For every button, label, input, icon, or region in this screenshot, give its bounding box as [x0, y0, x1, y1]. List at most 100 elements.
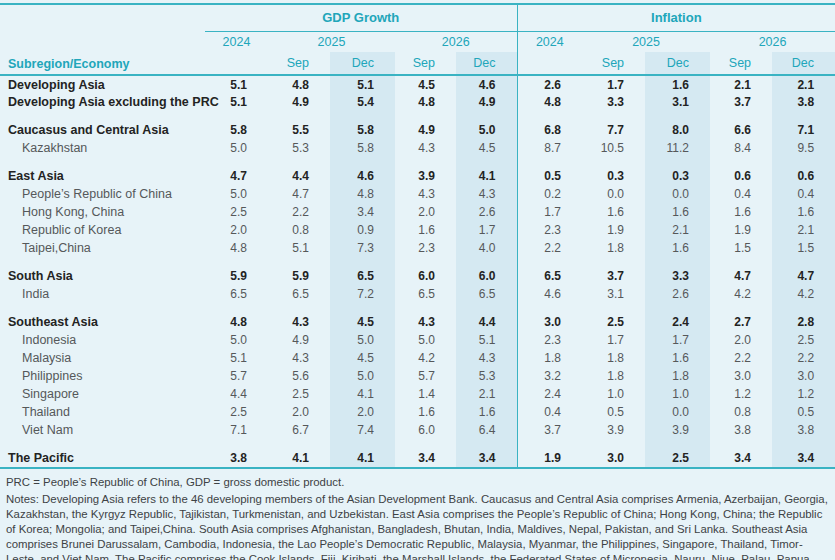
gap-cell — [710, 439, 772, 449]
value-cell: 2.3 — [395, 239, 456, 257]
value-cell: 0.9 — [330, 221, 395, 239]
gap-cell — [645, 257, 710, 267]
gap-cell — [517, 439, 582, 449]
value-cell: 3.8 — [205, 449, 268, 467]
gdp-growth-group-header: GDP Growth — [205, 5, 517, 31]
value-cell: 4.7 — [268, 185, 330, 203]
value-cell: 0.4 — [710, 185, 772, 203]
value-cell: 2.0 — [710, 331, 772, 349]
economy-label: East Asia — [0, 167, 205, 185]
gap-cell — [395, 257, 456, 267]
gdp-2025-dec-header: Dec — [330, 52, 395, 75]
economy-label: Malaysia — [0, 349, 205, 367]
value-cell: 1.7 — [582, 331, 645, 349]
value-cell: 2.1 — [710, 75, 772, 93]
table-row: Developing Asia5.14.85.14.54.62.61.71.62… — [0, 75, 835, 93]
gdp-inflation-forecast-table: GDP Growth Inflation 2024 2025 2026 2024… — [0, 5, 835, 467]
value-cell: 3.9 — [645, 421, 710, 439]
gap-cell — [205, 303, 268, 313]
value-cell: 4.2 — [710, 285, 772, 303]
section-gap-row — [0, 257, 835, 267]
value-cell: 2.7 — [710, 313, 772, 331]
value-cell: 2.5 — [268, 385, 330, 403]
value-cell: 6.5 — [330, 267, 395, 285]
economy-label: Caucasus and Central Asia — [0, 121, 205, 139]
value-cell: 5.7 — [395, 367, 456, 385]
inflation-2025-sep-header: Sep — [582, 52, 645, 75]
inflation-group-header: Inflation — [517, 5, 835, 31]
value-cell: 4.4 — [456, 313, 517, 331]
value-cell: 2.8 — [772, 313, 835, 331]
gap-cell — [645, 439, 710, 449]
value-cell: 4.1 — [330, 449, 395, 467]
month-header-row: Subregion/Economy Sep Dec Sep Dec Sep De… — [0, 52, 835, 75]
economy-label: Republic of Korea — [0, 221, 205, 239]
value-cell: 4.8 — [268, 75, 330, 93]
gap-cell — [330, 439, 395, 449]
value-cell: 4.9 — [268, 93, 330, 111]
gap-cell — [395, 439, 456, 449]
value-cell: 8.4 — [710, 139, 772, 157]
section-gap-row — [0, 439, 835, 449]
economy-label: Developing Asia excluding the PRC — [0, 93, 205, 111]
value-cell: 4.9 — [395, 121, 456, 139]
value-cell: 5.3 — [268, 139, 330, 157]
value-cell: 7.1 — [772, 121, 835, 139]
table-row: Malaysia5.14.34.54.24.31.81.81.62.22.2 — [0, 349, 835, 367]
group-header-row: GDP Growth Inflation — [0, 5, 835, 31]
value-cell: 2.2 — [772, 349, 835, 367]
table-row: Singapore4.42.54.11.42.12.41.01.01.21.2 — [0, 385, 835, 403]
value-cell: 4.1 — [330, 385, 395, 403]
table-row: Hong Kong, China2.52.23.42.02.61.71.61.6… — [0, 203, 835, 221]
value-cell: 7.1 — [205, 421, 268, 439]
value-cell: 4.3 — [395, 313, 456, 331]
value-cell: 11.2 — [645, 139, 710, 157]
gap-cell — [456, 257, 517, 267]
value-cell: 0.3 — [645, 167, 710, 185]
value-cell: 4.3 — [395, 185, 456, 203]
value-cell: 7.3 — [330, 239, 395, 257]
value-cell: 2.1 — [772, 221, 835, 239]
value-cell: 4.6 — [330, 167, 395, 185]
value-cell: 0.5 — [772, 403, 835, 421]
value-cell: 5.8 — [205, 121, 268, 139]
value-cell: 4.8 — [330, 185, 395, 203]
table-footer: PRC = People’s Republic of China, GDP = … — [0, 469, 835, 560]
gap-cell — [456, 439, 517, 449]
value-cell: 3.4 — [772, 449, 835, 467]
gap-cell — [268, 439, 330, 449]
abbreviation-note: PRC = People’s Republic of China, GDP = … — [6, 476, 829, 488]
value-cell: 2.0 — [205, 221, 268, 239]
year-header-row: 2024 2025 2026 2024 2025 2026 — [0, 31, 835, 52]
gdp-2025-sep-header: Sep — [268, 52, 330, 75]
value-cell: 7.2 — [330, 285, 395, 303]
gdp-year-2026: 2026 — [395, 31, 517, 52]
value-cell: 5.0 — [205, 331, 268, 349]
value-cell: 2.5 — [205, 203, 268, 221]
gap-cell — [268, 303, 330, 313]
gap-cell — [645, 303, 710, 313]
value-cell: 5.0 — [330, 367, 395, 385]
value-cell: 9.5 — [772, 139, 835, 157]
value-cell: 5.5 — [268, 121, 330, 139]
value-cell: 6.5 — [395, 285, 456, 303]
value-cell: 3.4 — [395, 449, 456, 467]
value-cell: 8.0 — [645, 121, 710, 139]
value-cell: 1.8 — [517, 349, 582, 367]
value-cell: 4.8 — [205, 239, 268, 257]
economy-label: Thailand — [0, 403, 205, 421]
gap-cell — [395, 111, 456, 121]
value-cell: 1.9 — [582, 221, 645, 239]
gap-cell — [517, 257, 582, 267]
value-cell: 3.8 — [772, 421, 835, 439]
gap-cell — [205, 257, 268, 267]
value-cell: 5.1 — [205, 349, 268, 367]
value-cell: 1.0 — [645, 385, 710, 403]
economy-label: People’s Republic of China — [0, 185, 205, 203]
economy-label: Southeast Asia — [0, 313, 205, 331]
value-cell: 1.9 — [517, 449, 582, 467]
gap-cell — [772, 303, 835, 313]
corner-spacer — [0, 5, 205, 31]
value-cell: 4.7 — [205, 167, 268, 185]
gap-cell — [205, 111, 268, 121]
